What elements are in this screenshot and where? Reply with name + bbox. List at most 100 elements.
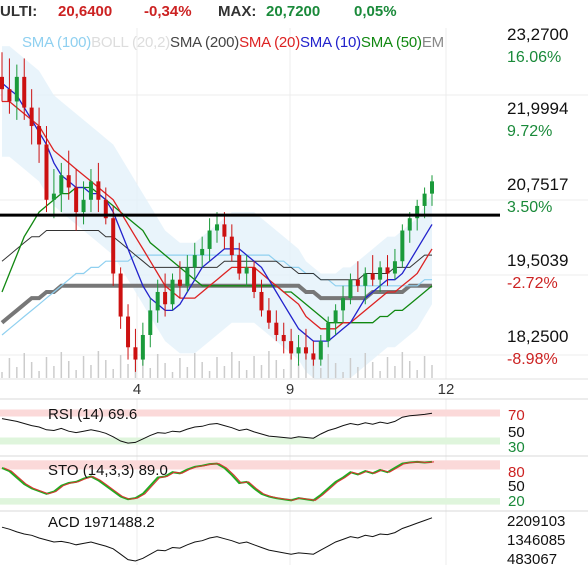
x-tick-label: 4 (133, 381, 141, 398)
candle-body (81, 199, 86, 213)
candle-body (385, 267, 390, 274)
max-label: MAX: (218, 3, 257, 20)
candle-body (111, 218, 116, 274)
candle-body (148, 310, 153, 335)
candle-body (44, 144, 49, 200)
candle-body (88, 181, 93, 200)
sma50-line (1, 186, 433, 324)
legend-sma200[interactable]: SMA (200) (170, 34, 240, 51)
candle-body (259, 291, 264, 311)
rsi-level-label: 50 (508, 424, 525, 441)
price-axis-value: 19,5039 (507, 251, 568, 270)
price-axis-pct: -2.72% (507, 275, 558, 292)
candle-body (96, 181, 101, 200)
candle-body (318, 341, 323, 360)
candle-body (155, 291, 160, 311)
candle-body (370, 273, 375, 280)
candle-body (415, 205, 420, 219)
legend-sma10[interactable]: SMA (10) (300, 34, 361, 51)
candle-body (200, 248, 205, 256)
price-axis-value: 18,2500 (507, 327, 568, 346)
candle-body (237, 255, 242, 274)
legend-sma20[interactable]: SMA (20) (239, 34, 300, 51)
candle-body (422, 193, 427, 206)
candle-body (0, 76, 4, 90)
candle-body (215, 224, 219, 231)
price-axis-value: 20,7517 (507, 175, 568, 194)
candle-body (400, 230, 405, 262)
sma20-line (2, 100, 433, 330)
candle-body (326, 322, 331, 342)
legend-em[interactable]: EM (421, 34, 444, 51)
legend-boll[interactable]: BOLL (20,2) (91, 34, 171, 51)
sto-d-line (3, 461, 435, 501)
candle-body (296, 347, 301, 354)
candle-body (22, 76, 27, 108)
price-axis-pct: 3.50% (507, 199, 552, 216)
candle-body (252, 267, 257, 292)
max-value: 20,7200 (266, 3, 321, 20)
candle-body (59, 175, 64, 194)
candle-body (289, 341, 294, 354)
em-line (1, 230, 432, 281)
price-axis-pct: -8.98% (507, 351, 558, 368)
acd-line (1, 517, 433, 562)
acd-level-label: 2209103 (507, 513, 565, 530)
price-axis-value: 21,9994 (507, 99, 568, 118)
max-change: 0,05% (354, 3, 397, 20)
candle-body (430, 181, 434, 194)
candle-body (126, 316, 131, 348)
candle-body (140, 334, 145, 360)
rsi-zone (0, 409, 500, 417)
last-value: 20,6400 (58, 3, 113, 20)
legend-sma50[interactable]: SMA (50) (360, 34, 422, 51)
rsi-level-label: 70 (508, 407, 525, 424)
candle-body (74, 187, 79, 213)
candle-body (7, 89, 12, 102)
candle-body (363, 273, 368, 286)
rsi-level-label: 30 (508, 439, 525, 456)
rsi-line (1, 412, 433, 444)
candle-body (378, 267, 383, 280)
sto-zone (0, 498, 500, 505)
candle-body (51, 193, 56, 200)
candle-body (229, 236, 234, 256)
x-tick-label: 12 (438, 381, 455, 398)
indicator-legend: SMA (100)BOLL (20,2)SMA (200)SMA (20)SMA… (22, 34, 444, 51)
x-axis-band (0, 379, 588, 399)
acd-level-label: 483067 (507, 551, 557, 565)
acd-level-label: 1346085 (507, 532, 565, 549)
candle-body (311, 353, 316, 360)
candle-body (222, 224, 227, 237)
candle-body (281, 334, 286, 342)
candle-body (185, 267, 190, 286)
acd-title: ACD 1971488.2 (48, 514, 155, 531)
candle-body (192, 255, 197, 268)
sto-level-label: 80 (508, 464, 525, 481)
candle-body (303, 347, 308, 354)
candle-body (133, 347, 138, 360)
candle-body (341, 298, 346, 311)
candle-body (207, 230, 212, 249)
legend-sma100[interactable]: SMA (100) (22, 34, 92, 51)
candle-body (170, 279, 175, 305)
sto-zone (0, 460, 500, 470)
candle-body (392, 261, 397, 274)
price-axis-pct: 9.72% (507, 123, 552, 140)
candle-body (163, 291, 168, 305)
candle-body (37, 126, 42, 145)
candle-body (14, 76, 19, 102)
candle-body (118, 273, 123, 317)
x-tick-label: 9 (286, 381, 294, 398)
candle-body (29, 107, 34, 127)
sto-title: STO (14,3,3) 89.0 (48, 462, 168, 479)
last-label: ULTI: (0, 3, 38, 20)
sma10-line (1, 82, 433, 342)
candle-body (274, 322, 279, 335)
rsi-zone (0, 437, 500, 445)
candle-body (177, 279, 182, 286)
candle-body (407, 218, 412, 231)
candle-body (333, 310, 338, 323)
